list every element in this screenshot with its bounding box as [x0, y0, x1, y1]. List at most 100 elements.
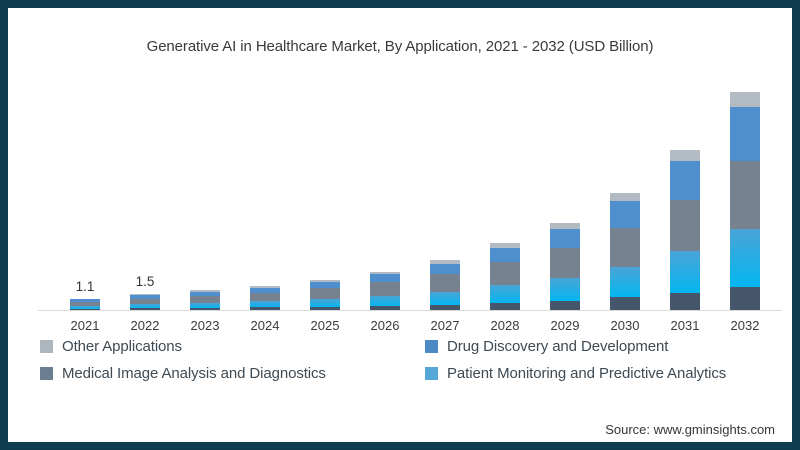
legend-swatch-icon — [425, 367, 438, 380]
stacked-bar — [430, 260, 460, 310]
bar-segment — [130, 295, 160, 299]
x-axis-tick-label: 2025 — [310, 318, 340, 333]
bar-segment — [430, 291, 460, 305]
bar-segment — [250, 287, 280, 293]
bar-segment — [730, 229, 760, 287]
bar-segment — [370, 305, 400, 310]
legend-swatch-icon — [40, 367, 53, 380]
x-axis-tick-label: 2029 — [550, 318, 580, 333]
bar-segment — [70, 305, 100, 309]
bar-segment — [70, 301, 100, 306]
bar-segment — [250, 292, 280, 302]
bar-segment — [670, 149, 700, 161]
bar-segment — [610, 200, 640, 229]
x-axis-tick-label: 2032 — [730, 318, 760, 333]
bar-segment — [550, 247, 580, 278]
bar-column — [355, 86, 415, 310]
bar-column: 1.5 — [115, 86, 175, 310]
bar-segment — [370, 274, 400, 283]
stacked-bar — [70, 298, 100, 310]
bar-segment — [310, 288, 340, 299]
bar-segment — [190, 295, 220, 303]
bar-segment — [730, 106, 760, 162]
bar-segment — [190, 307, 220, 310]
legend-item-other-applications: Other Applications — [40, 338, 425, 355]
stacked-bar — [310, 279, 340, 310]
stacked-bar — [730, 91, 760, 310]
bar-segment — [130, 294, 160, 296]
x-axis-tick-label: 2022 — [130, 318, 160, 333]
bar-segment — [670, 292, 700, 310]
stacked-bar — [550, 222, 580, 310]
bar-segment — [490, 243, 520, 249]
bar-segment — [610, 266, 640, 298]
bar-segment — [250, 286, 280, 288]
bar-column — [175, 86, 235, 310]
bar-segment — [610, 228, 640, 267]
chart-title: Generative AI in Healthcare Market, By A… — [146, 38, 654, 55]
bar-segment — [310, 298, 340, 307]
bar-segment — [310, 279, 340, 282]
legend-item-medical-image-analysis: Medical Image Analysis and Diagnostics — [40, 365, 425, 382]
legend-item-patient-monitoring: Patient Monitoring and Predictive Analyt… — [425, 365, 726, 382]
bar-column: 1.1 — [55, 86, 115, 310]
bar-segment — [190, 291, 220, 296]
bar-segment — [490, 248, 520, 263]
bar-column — [475, 86, 535, 310]
bar-segment — [70, 299, 100, 302]
x-axis-tick-label: 2028 — [490, 318, 520, 333]
bar-segment — [250, 307, 280, 310]
bar-segment — [550, 222, 580, 229]
bar-segment — [550, 300, 580, 310]
bar-segment — [430, 304, 460, 310]
bar-segment — [670, 250, 700, 293]
bar-segment — [310, 306, 340, 310]
legend-label: Medical Image Analysis and Diagnostics — [62, 365, 326, 382]
bar-segment — [130, 298, 160, 305]
bar-segment — [430, 274, 460, 292]
bar-segment — [310, 281, 340, 289]
stacked-bar — [490, 243, 520, 310]
bar-segment — [490, 285, 520, 303]
bar-segment — [670, 199, 700, 251]
bar-segment — [250, 301, 280, 308]
bar-column — [415, 86, 475, 310]
bar-segment — [130, 308, 160, 310]
x-axis-tick-label: 2031 — [670, 318, 700, 333]
bar-plot-area: 1.1 1.5 — [55, 86, 775, 310]
legend-item-drug-discovery: Drug Discovery and Development — [425, 338, 726, 355]
bar-segment — [370, 295, 400, 306]
bar-segment — [730, 161, 760, 230]
bar-segment — [190, 290, 220, 292]
bar-column — [715, 86, 775, 310]
bar-segment — [70, 308, 100, 310]
bar-segment — [190, 302, 220, 308]
bar-segment — [370, 271, 400, 275]
bar-segment — [730, 286, 760, 310]
legend-label: Other Applications — [62, 338, 182, 355]
legend-label: Drug Discovery and Development — [447, 338, 669, 355]
legend-swatch-icon — [40, 340, 53, 353]
bar-column — [595, 86, 655, 310]
bar-segment — [70, 298, 100, 300]
source-attribution: Source: www.gminsights.com — [605, 422, 775, 437]
stacked-bar — [130, 294, 160, 310]
bar-value-label: 1.1 — [75, 278, 95, 294]
bar-segment — [610, 297, 640, 310]
legend-swatch-icon — [425, 340, 438, 353]
x-axis-labels: 2021 2022 2023 2024 2025 2026 2027 2028 2029 2030… — [55, 318, 775, 333]
bar-segment — [490, 262, 520, 286]
bar-segment — [610, 192, 640, 201]
bar-segment — [670, 160, 700, 200]
stacked-bar — [670, 149, 700, 310]
x-axis-tick-label: 2030 — [610, 318, 640, 333]
x-axis-line — [38, 310, 782, 311]
x-axis-tick-label: 2024 — [250, 318, 280, 333]
stacked-bar — [610, 192, 640, 310]
bar-segment — [730, 91, 760, 107]
bar-column — [295, 86, 355, 310]
bar-column — [535, 86, 595, 310]
bar-segment — [490, 302, 520, 310]
bar-segment — [130, 304, 160, 309]
